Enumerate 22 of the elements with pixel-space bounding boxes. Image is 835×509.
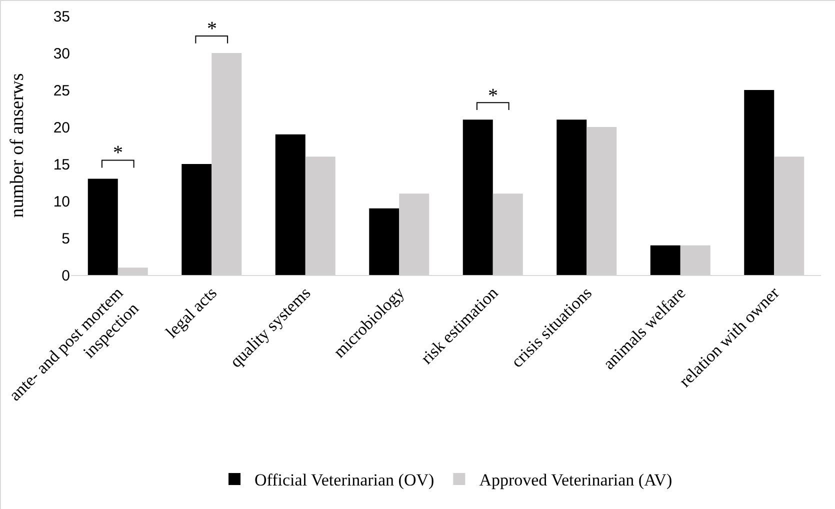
y-tick-label: 5 (62, 230, 70, 248)
y-tick-label: 10 (53, 193, 70, 210)
legend-label: Official Veterinarian (OV) (254, 470, 434, 490)
bar (88, 178, 118, 275)
bar (462, 120, 493, 275)
y-tick-label: 35 (53, 8, 70, 26)
y-axis-title: number of anserws (7, 73, 28, 218)
bar (369, 208, 400, 275)
y-tick-label: 25 (53, 82, 70, 100)
bar (744, 90, 774, 275)
legend-label: Approved Veterinarian (AV) (479, 470, 672, 490)
bar (556, 120, 587, 275)
bar (275, 134, 306, 275)
y-tick-label: 20 (53, 119, 70, 136)
y-tick-label: 0 (62, 267, 70, 284)
annotation: * (488, 85, 498, 107)
bar (182, 164, 212, 275)
y-tick-label: 30 (53, 45, 70, 62)
y-tick-label: 15 (53, 156, 70, 174)
bar (650, 245, 680, 275)
annotation: * (113, 142, 123, 164)
annotation: * (207, 18, 217, 40)
